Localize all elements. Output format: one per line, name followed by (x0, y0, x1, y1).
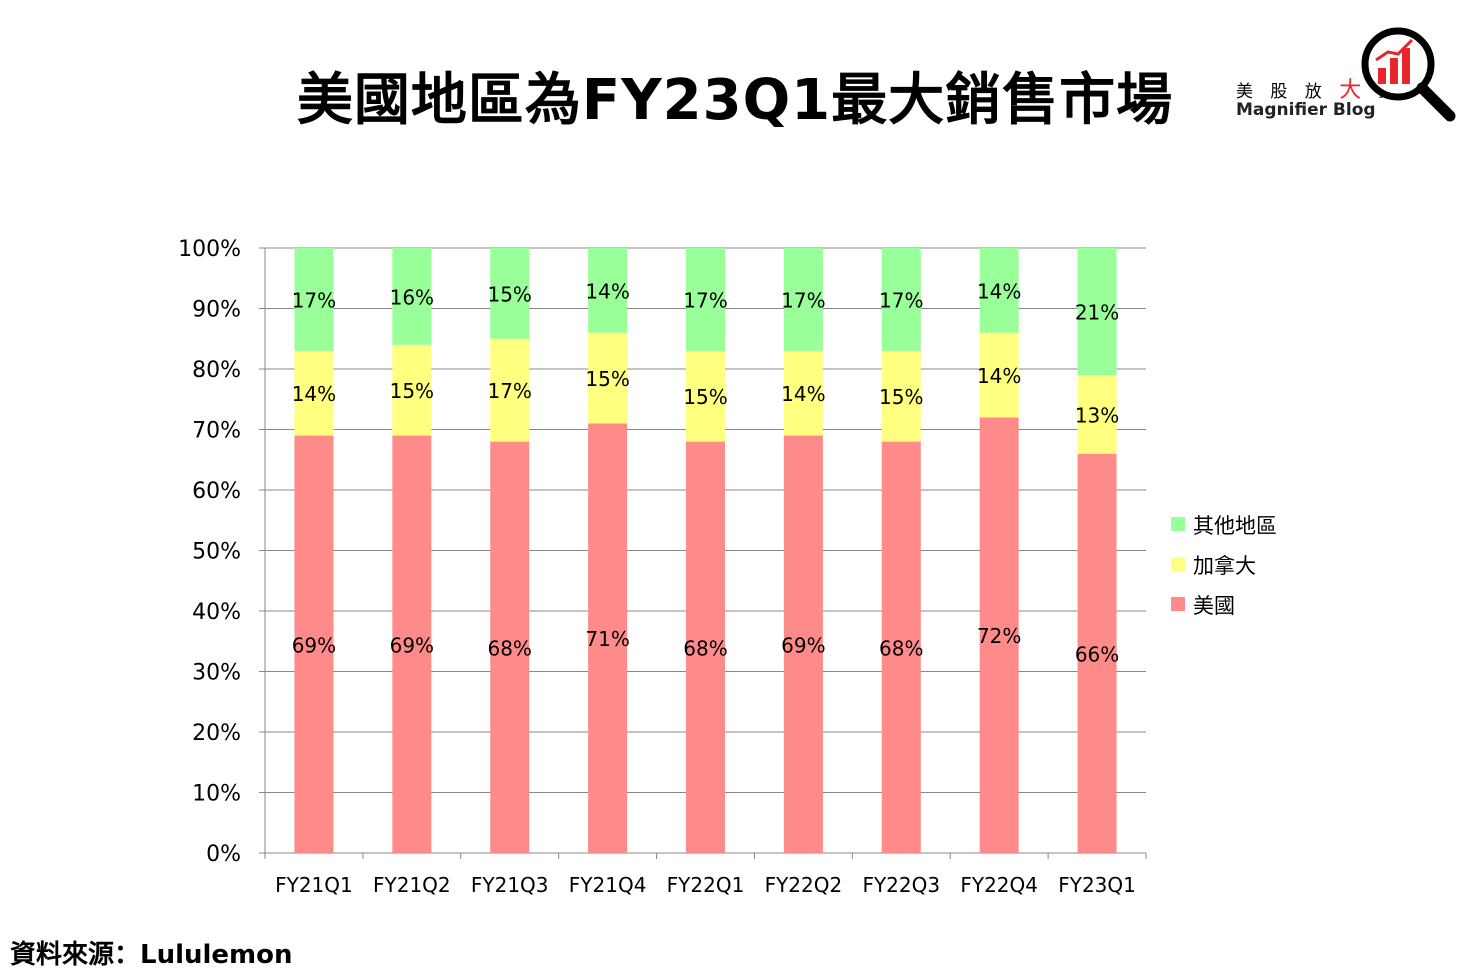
data-label: 68% (683, 636, 727, 660)
legend-swatch (1171, 557, 1185, 571)
data-label: 16% (390, 285, 434, 309)
bar-canada (392, 344, 432, 436)
bar-canada (294, 350, 334, 436)
bar-us (490, 441, 530, 853)
bar-other (392, 248, 432, 345)
y-tick-label: 50% (192, 540, 241, 565)
x-tick-label: FY21Q2 (373, 873, 451, 897)
data-label: 15% (585, 367, 629, 391)
x-tick-label: FY22Q3 (862, 873, 940, 897)
bar-canada (588, 332, 628, 424)
data-label: 14% (292, 382, 336, 406)
bar-canada (979, 332, 1019, 418)
legend-swatch (1171, 597, 1185, 611)
data-label: 17% (781, 288, 825, 312)
data-label: 15% (390, 379, 434, 403)
bar-us (1077, 453, 1117, 853)
bar-canada (490, 338, 530, 442)
data-label: 69% (781, 633, 825, 657)
data-label: 13% (1075, 403, 1119, 427)
x-tick-label: FY22Q2 (765, 873, 843, 897)
x-tick-label: FY22Q1 (667, 873, 745, 897)
bar-us (881, 441, 921, 853)
bar-us (686, 441, 725, 853)
data-label: 15% (879, 385, 923, 409)
x-tick-label: FY21Q1 (275, 873, 353, 897)
x-tick-label: FY23Q1 (1058, 873, 1136, 897)
x-tick-label: FY21Q4 (569, 873, 647, 897)
logo-english-text: Magnifier Blog (1236, 100, 1376, 120)
data-label: 69% (292, 633, 336, 657)
data-label: 17% (683, 288, 727, 312)
x-tick-label: FY21Q3 (471, 873, 549, 897)
y-tick-label: 60% (192, 479, 241, 504)
bar-other (783, 248, 823, 351)
bar-us (294, 435, 334, 853)
y-tick-label: 20% (192, 721, 241, 746)
data-label: 71% (585, 627, 629, 651)
bar-us (392, 435, 432, 853)
data-label: 17% (879, 288, 923, 312)
bar-us (783, 435, 823, 853)
bar-other (881, 248, 921, 351)
bar-us (979, 417, 1019, 853)
data-label: 14% (977, 279, 1021, 303)
legend-label: 其他地區 (1193, 514, 1277, 538)
bar-other (588, 248, 628, 333)
bar-canada (1077, 375, 1117, 454)
bar-other (686, 248, 725, 351)
bar-canada (783, 350, 823, 436)
data-label: 15% (487, 282, 531, 306)
y-tick-label: 40% (192, 600, 241, 625)
y-tick-label: 0% (206, 842, 241, 867)
brand-logo: 美 股 放 大 鏡 Magnifier Blog (1236, 20, 1461, 130)
y-tick-label: 70% (192, 419, 241, 444)
bar-canada (686, 350, 725, 442)
y-tick-label: 80% (192, 358, 241, 383)
logo-cn-prefix: 美 股 放 (1236, 82, 1328, 102)
data-label: 15% (683, 385, 727, 409)
bar-other (294, 248, 334, 351)
data-label: 17% (487, 379, 531, 403)
bar-us (588, 423, 628, 853)
data-label: 14% (781, 382, 825, 406)
y-tick-label: 10% (192, 782, 241, 807)
source-note: 資料來源：Lululemon (10, 940, 293, 970)
x-tick-label: FY22Q4 (960, 873, 1038, 897)
y-tick-label: 30% (192, 661, 241, 686)
data-label: 14% (585, 279, 629, 303)
logo-cn-big: 大 (1339, 78, 1368, 103)
bar-other (1077, 248, 1117, 376)
legend-label: 美國 (1193, 594, 1235, 618)
legend-swatch (1171, 517, 1185, 531)
data-label: 69% (390, 633, 434, 657)
data-label: 68% (879, 636, 923, 660)
bar-canada (881, 350, 921, 442)
data-label: 17% (292, 288, 336, 312)
bar-other (979, 248, 1019, 333)
y-tick-label: 90% (192, 298, 241, 323)
magnifier-icon (1361, 27, 1456, 122)
stacked-bar-chart: 0% 10% 20% 30% 40% 50% 60% 70% 80% 90% 100% 69% 14% 1… (178, 237, 1277, 897)
data-label: 14% (977, 364, 1021, 388)
page-title: 美國地區為FY23Q1最大銷售市場 (296, 68, 1174, 133)
bar-other (490, 248, 530, 339)
data-label: 21% (1075, 301, 1119, 325)
y-tick-label: 100% (178, 237, 241, 262)
data-label: 66% (1075, 642, 1119, 666)
data-label: 72% (977, 624, 1021, 648)
legend-label: 加拿大 (1193, 554, 1256, 578)
data-label: 68% (487, 636, 531, 660)
